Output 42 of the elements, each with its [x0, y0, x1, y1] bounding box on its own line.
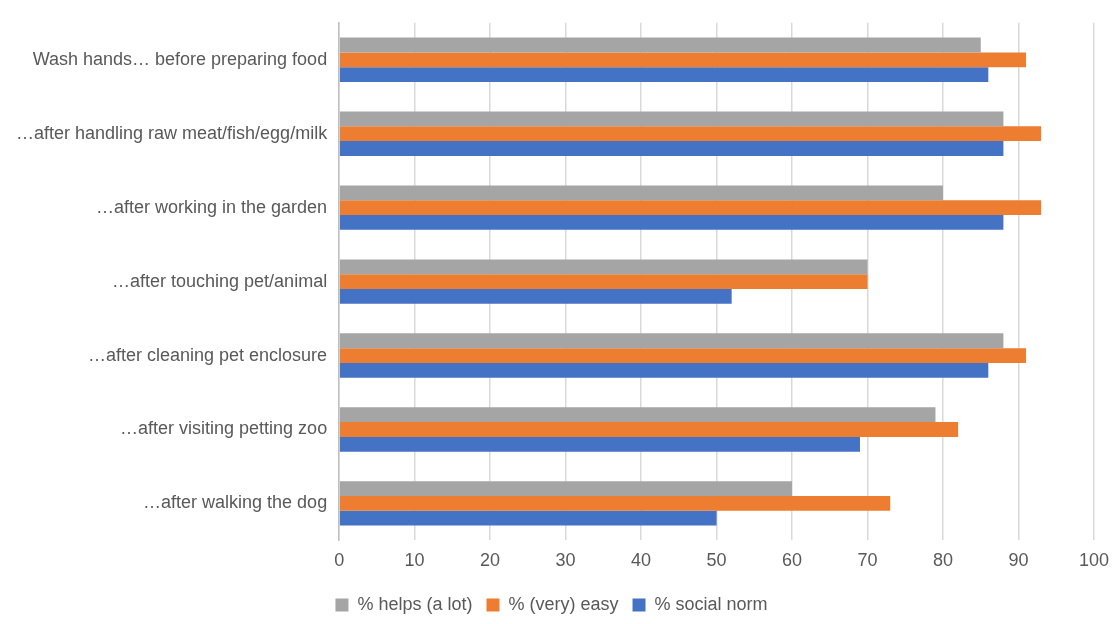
- y-tick-label: Wash hands… before preparing food: [32, 48, 328, 69]
- x-tick-label: 30: [555, 550, 576, 571]
- y-tick-label: …after handling raw meat/fish/egg/milk: [15, 122, 329, 143]
- bar: [339, 274, 868, 289]
- y-tick-label: …after touching pet/animal: [112, 270, 328, 291]
- bar: [339, 126, 1042, 142]
- bar: [339, 348, 1027, 363]
- y-tick-label: …after walking the dog: [143, 492, 328, 513]
- bar: [339, 288, 732, 304]
- y-tick-label: …after cleaning pet enclosure: [87, 344, 328, 365]
- bar: [339, 407, 936, 423]
- legend-label: % (very) easy: [508, 593, 619, 614]
- bar: [339, 259, 868, 275]
- bar: [339, 52, 1027, 68]
- bar: [339, 37, 981, 53]
- x-tick-label: 90: [1008, 550, 1029, 571]
- bar: [339, 481, 793, 497]
- x-tick-label: 50: [706, 550, 727, 571]
- bar: [339, 422, 959, 437]
- x-tick-label: 60: [782, 550, 803, 571]
- bar: [339, 141, 1004, 156]
- x-tick-label: 0: [334, 550, 345, 571]
- y-tick-label: …after visiting petting zoo: [120, 418, 328, 439]
- bar: [339, 215, 1004, 230]
- bar: [339, 362, 989, 378]
- bar: [339, 436, 860, 452]
- bar: [339, 200, 1042, 216]
- bar: [339, 510, 717, 526]
- bar: [339, 185, 944, 201]
- x-tick-label: 70: [857, 550, 878, 571]
- x-tick-label: 80: [933, 550, 954, 571]
- bar: [339, 67, 989, 82]
- x-tick-label: 10: [404, 550, 425, 571]
- legend-label: % helps (a lot): [357, 593, 473, 614]
- bar: [339, 111, 1004, 127]
- legend-label: % social norm: [654, 593, 768, 614]
- x-tick-label: 20: [480, 550, 501, 571]
- x-tick-label: 40: [631, 550, 652, 571]
- y-tick-label: …after working in the garden: [96, 196, 328, 217]
- bar: [339, 496, 891, 511]
- x-tick-label: 100: [1078, 550, 1110, 571]
- bar: [339, 333, 1004, 349]
